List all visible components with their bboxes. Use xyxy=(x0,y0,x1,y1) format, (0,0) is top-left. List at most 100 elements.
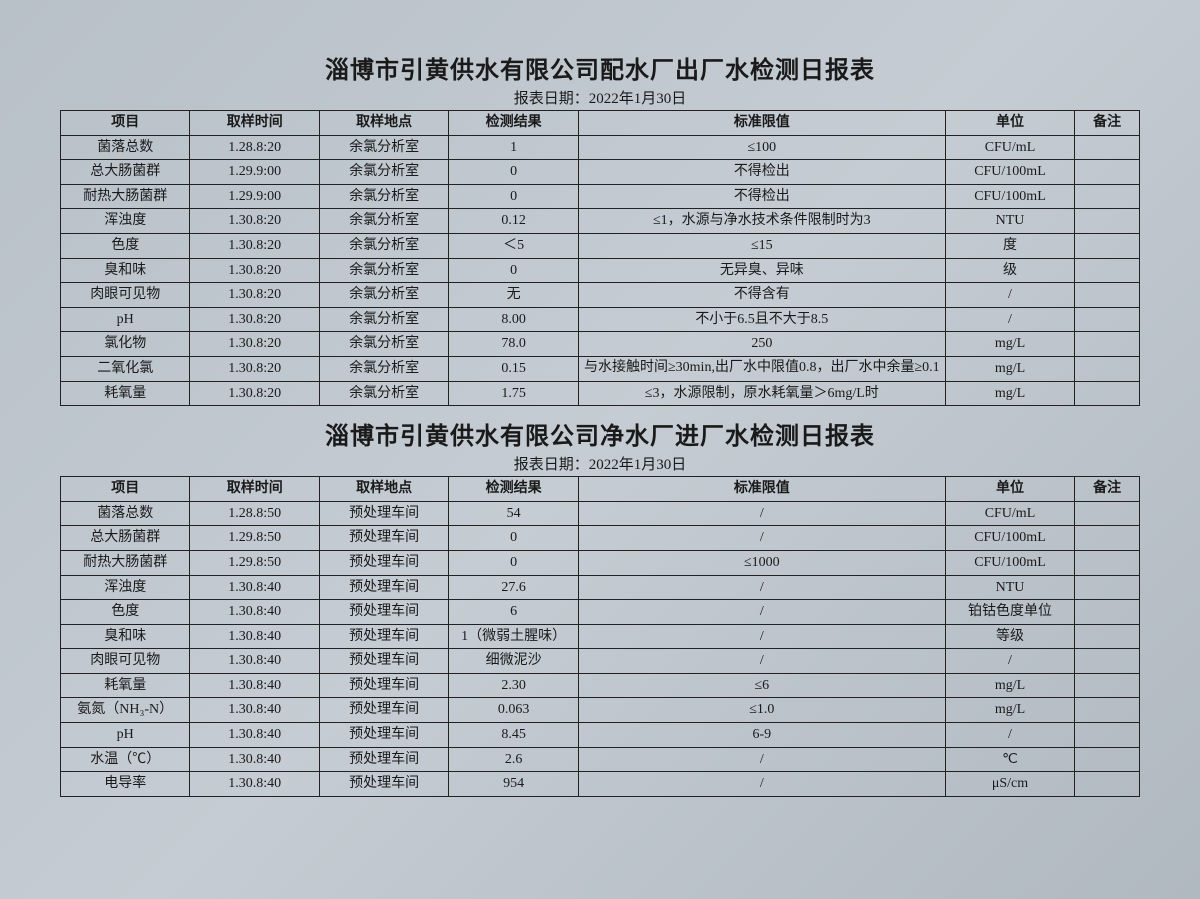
cell-item: 二氧化氯 xyxy=(61,356,190,381)
col-time: 取样时间 xyxy=(190,477,319,502)
cell-time: 1.30.8:40 xyxy=(190,772,319,797)
cell-note xyxy=(1075,526,1140,551)
cell-time: 1.29.8:50 xyxy=(190,550,319,575)
col-time: 取样时间 xyxy=(190,111,319,136)
cell-note xyxy=(1075,501,1140,526)
cell-loc: 预处理车间 xyxy=(319,772,448,797)
cell-item: 耗氧量 xyxy=(61,381,190,406)
cell-unit: NTU xyxy=(945,209,1074,234)
col-unit: 单位 xyxy=(945,111,1074,136)
table-row: pH1.30.8:40预处理车间8.456-9/ xyxy=(61,723,1140,748)
cell-loc: 预处理车间 xyxy=(319,673,448,698)
cell-unit: CFU/100mL xyxy=(945,184,1074,209)
cell-item: 肉眼可见物 xyxy=(61,649,190,674)
cell-item: 总大肠菌群 xyxy=(61,160,190,185)
cell-res: 0 xyxy=(449,184,578,209)
cell-time: 1.30.8:20 xyxy=(190,233,319,258)
cell-unit: CFU/100mL xyxy=(945,526,1074,551)
cell-note xyxy=(1075,356,1140,381)
cell-std: ≤1，水源与净水技术条件限制时为3 xyxy=(578,209,945,234)
cell-unit: CFU/mL xyxy=(945,135,1074,160)
cell-loc: 预处理车间 xyxy=(319,723,448,748)
col-note: 备注 xyxy=(1075,477,1140,502)
cell-note xyxy=(1075,381,1140,406)
cell-item: 肉眼可见物 xyxy=(61,283,190,308)
table-row: 氨氮（NH₃-N）1.30.8:40预处理车间0.063≤1.0mg/L xyxy=(61,698,1140,723)
cell-unit: / xyxy=(945,723,1074,748)
cell-item: 耐热大肠菌群 xyxy=(61,550,190,575)
cell-note xyxy=(1075,550,1140,575)
cell-res: ＜5 xyxy=(449,233,578,258)
table-row: 菌落总数1.28.8:50预处理车间54/CFU/mL xyxy=(61,501,1140,526)
cell-item: 氨氮（NH₃-N） xyxy=(61,698,190,723)
cell-loc: 余氯分析室 xyxy=(319,332,448,357)
cell-res: 0.12 xyxy=(449,209,578,234)
cell-time: 1.28.8:20 xyxy=(190,135,319,160)
cell-unit: / xyxy=(945,649,1074,674)
cell-note xyxy=(1075,723,1140,748)
col-res: 检测结果 xyxy=(449,477,578,502)
cell-std: / xyxy=(578,649,945,674)
cell-note xyxy=(1075,624,1140,649)
cell-item: 耐热大肠菌群 xyxy=(61,184,190,209)
cell-res: 1.75 xyxy=(449,381,578,406)
cell-std: / xyxy=(578,600,945,625)
cell-res: 0 xyxy=(449,526,578,551)
cell-unit: 铂钴色度单位 xyxy=(945,600,1074,625)
cell-time: 1.30.8:40 xyxy=(190,600,319,625)
report1-table: 项目 取样时间 取样地点 检测结果 标准限值 单位 备注 菌落总数1.28.8:… xyxy=(60,110,1140,406)
cell-loc: 余氯分析室 xyxy=(319,160,448,185)
cell-res: 2.6 xyxy=(449,747,578,772)
cell-time: 1.30.8:20 xyxy=(190,283,319,308)
cell-note xyxy=(1075,209,1140,234)
cell-res: 细微泥沙 xyxy=(449,649,578,674)
cell-time: 1.30.8:40 xyxy=(190,747,319,772)
table-row: pH1.30.8:20余氯分析室8.00不小于6.5且不大于8.5/ xyxy=(61,307,1140,332)
cell-unit: CFU/mL xyxy=(945,501,1074,526)
cell-note xyxy=(1075,332,1140,357)
col-std: 标准限值 xyxy=(578,477,945,502)
cell-note xyxy=(1075,673,1140,698)
cell-res: 0 xyxy=(449,258,578,283)
cell-note xyxy=(1075,649,1140,674)
cell-item: 氯化物 xyxy=(61,332,190,357)
cell-res: 1（微弱土腥味） xyxy=(449,624,578,649)
cell-std: 不得检出 xyxy=(578,184,945,209)
cell-time: 1.30.8:40 xyxy=(190,673,319,698)
cell-note xyxy=(1075,747,1140,772)
cell-loc: 余氯分析室 xyxy=(319,258,448,283)
cell-res: 27.6 xyxy=(449,575,578,600)
cell-item: 浑浊度 xyxy=(61,575,190,600)
cell-note xyxy=(1075,258,1140,283)
table-row: 浑浊度1.30.8:20余氯分析室0.12≤1，水源与净水技术条件限制时为3NT… xyxy=(61,209,1140,234)
cell-loc: 余氯分析室 xyxy=(319,356,448,381)
table-header-row: 项目 取样时间 取样地点 检测结果 标准限值 单位 备注 xyxy=(61,477,1140,502)
table-row: 耗氧量1.30.8:40预处理车间2.30≤6mg/L xyxy=(61,673,1140,698)
cell-res: 0 xyxy=(449,160,578,185)
cell-note xyxy=(1075,698,1140,723)
cell-loc: 预处理车间 xyxy=(319,698,448,723)
cell-time: 1.29.8:50 xyxy=(190,526,319,551)
cell-note xyxy=(1075,160,1140,185)
cell-loc: 预处理车间 xyxy=(319,649,448,674)
cell-loc: 余氯分析室 xyxy=(319,233,448,258)
table-row: 肉眼可见物1.30.8:20余氯分析室无不得含有/ xyxy=(61,283,1140,308)
cell-std: ≤100 xyxy=(578,135,945,160)
cell-std: 不小于6.5且不大于8.5 xyxy=(578,307,945,332)
report2-date: 报表日期：2022年1月30日 xyxy=(60,453,1140,474)
table-row: 色度1.30.8:40预处理车间6/铂钴色度单位 xyxy=(61,600,1140,625)
cell-loc: 预处理车间 xyxy=(319,600,448,625)
table-row: 臭和味1.30.8:40预处理车间1（微弱土腥味）/等级 xyxy=(61,624,1140,649)
table-row: 氯化物1.30.8:20余氯分析室78.0250mg/L xyxy=(61,332,1140,357)
cell-std: ≤1000 xyxy=(578,550,945,575)
cell-note xyxy=(1075,135,1140,160)
cell-res: 54 xyxy=(449,501,578,526)
table-row: 肉眼可见物1.30.8:40预处理车间细微泥沙// xyxy=(61,649,1140,674)
cell-res: 0.15 xyxy=(449,356,578,381)
cell-res: 78.0 xyxy=(449,332,578,357)
table-row: 水温（℃）1.30.8:40预处理车间2.6/℃ xyxy=(61,747,1140,772)
cell-time: 1.30.8:20 xyxy=(190,307,319,332)
cell-unit: mg/L xyxy=(945,381,1074,406)
cell-note xyxy=(1075,575,1140,600)
cell-loc: 余氯分析室 xyxy=(319,209,448,234)
